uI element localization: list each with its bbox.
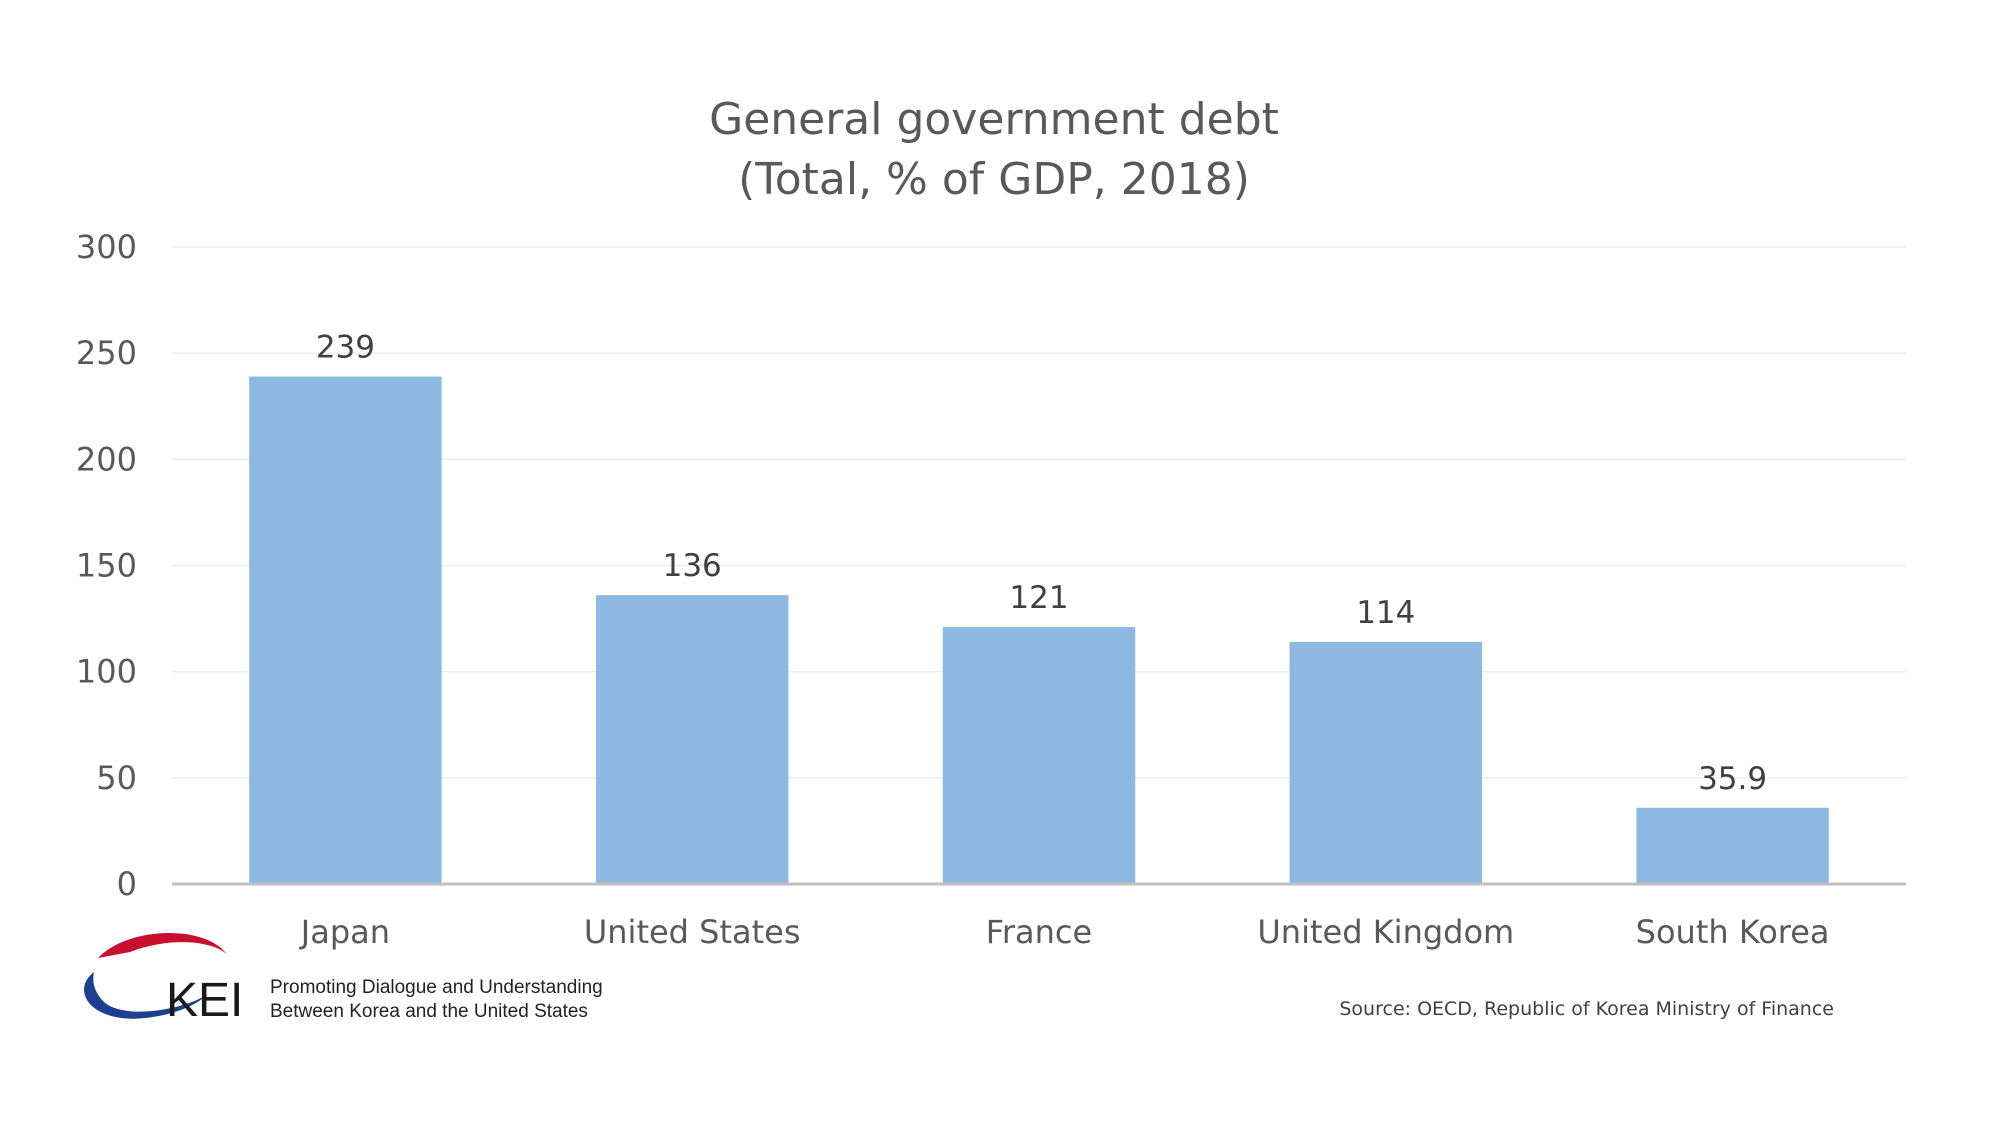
bar-united-kingdom xyxy=(1289,641,1483,884)
data-label: 114 xyxy=(1356,595,1415,631)
x-category-label: Japan xyxy=(299,913,390,951)
y-axis-ticks: 0 50 100 150 200 250 300 xyxy=(76,228,137,903)
data-label: 35.9 xyxy=(1698,761,1767,797)
x-category-label: France xyxy=(986,913,1092,951)
chart-subtitle: (Total, % of GDP, 2018) xyxy=(738,154,1250,205)
logo-text: KEI xyxy=(166,974,243,1027)
y-tick-label: 300 xyxy=(76,228,137,266)
logo-red-swoosh xyxy=(98,932,228,958)
gridlines xyxy=(172,246,1906,779)
y-tick-label: 50 xyxy=(96,759,137,797)
tagline: Promoting Dialogue and Understanding Bet… xyxy=(270,976,603,1024)
x-category-label: United States xyxy=(584,913,801,951)
bar-japan xyxy=(249,376,442,884)
data-label: 239 xyxy=(316,330,375,366)
y-tick-label: 150 xyxy=(76,547,137,585)
chart-title: General government debt xyxy=(709,94,1279,145)
bar-france xyxy=(942,627,1136,884)
y-tick-label: 250 xyxy=(76,334,137,372)
bar-south-korea xyxy=(1636,807,1829,884)
bar-united-states xyxy=(595,595,789,884)
tagline-line-2: Between Korea and the United States xyxy=(270,1001,588,1022)
y-tick-label: 0 xyxy=(117,865,137,903)
source-note: Source: OECD, Republic of Korea Ministry… xyxy=(1339,998,1834,1020)
y-tick-label: 100 xyxy=(76,653,137,691)
kei-logo: KEI xyxy=(84,932,243,1027)
data-label: 121 xyxy=(1009,580,1068,616)
x-category-label: South Korea xyxy=(1636,913,1830,951)
tagline-line-1: Promoting Dialogue and Understanding xyxy=(270,977,603,998)
data-labels: 239 136 121 114 35.9 xyxy=(316,330,1767,797)
x-category-label: United Kingdom xyxy=(1257,913,1514,951)
bars xyxy=(249,376,1829,884)
data-label: 136 xyxy=(663,548,722,584)
logo-blue-swoosh xyxy=(84,972,208,1019)
x-axis-categories: Japan United States France United Kingdom So… xyxy=(299,913,1830,951)
y-tick-label: 200 xyxy=(76,440,137,478)
